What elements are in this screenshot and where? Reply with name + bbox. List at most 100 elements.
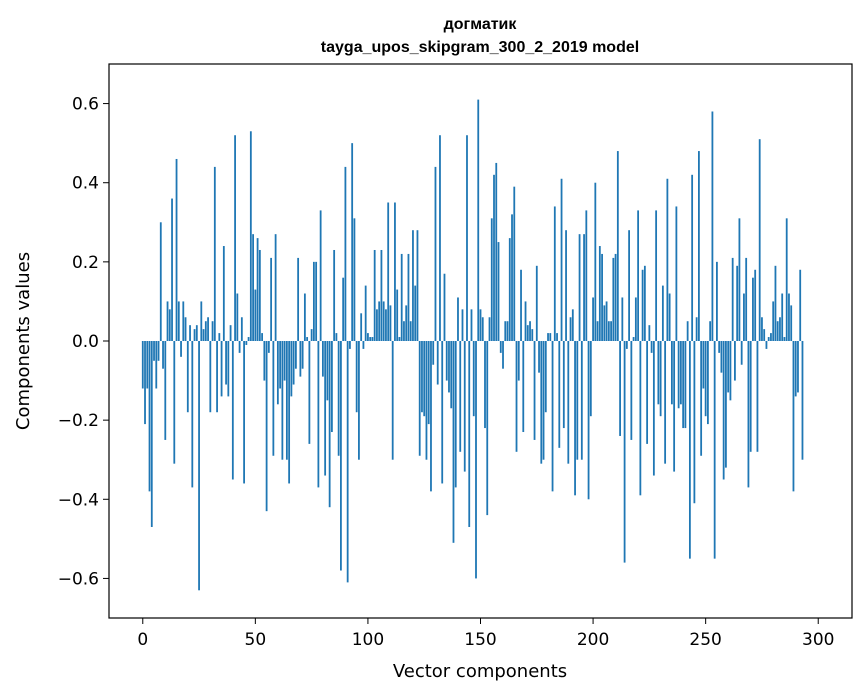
bar [207, 317, 209, 341]
bar [198, 341, 200, 591]
y-tick-label: 0.0 [72, 332, 99, 352]
x-tick-label: 50 [245, 630, 267, 650]
bar [416, 230, 419, 341]
bar [373, 249, 376, 341]
bar [256, 238, 259, 341]
bar [243, 341, 245, 484]
bar [346, 341, 349, 583]
bar [141, 341, 144, 389]
bar [612, 257, 615, 341]
bar [756, 341, 759, 452]
bar [488, 317, 491, 341]
bar [578, 234, 581, 341]
bar [734, 341, 736, 381]
bar [785, 218, 788, 341]
bar [380, 249, 383, 341]
bar [376, 309, 378, 341]
bar [189, 325, 191, 341]
bar [333, 249, 336, 341]
bar [423, 341, 426, 417]
bar [475, 341, 477, 579]
bar [430, 341, 432, 492]
bar [344, 166, 347, 341]
bar [493, 174, 495, 341]
bar [452, 341, 455, 543]
bar [317, 341, 320, 488]
bar [441, 341, 444, 484]
bar [655, 210, 658, 341]
bar [394, 202, 396, 341]
bar [481, 317, 484, 341]
bar [508, 238, 511, 341]
bar [270, 257, 273, 341]
bar [353, 218, 356, 341]
bar [745, 257, 748, 341]
bar [407, 253, 410, 341]
bar [157, 341, 160, 361]
bar [261, 333, 263, 341]
bar [202, 329, 205, 341]
bar [729, 341, 732, 401]
bar [529, 321, 531, 341]
bar [153, 341, 155, 361]
bar [175, 158, 178, 341]
bar [544, 341, 547, 413]
bar [765, 341, 768, 349]
bar [704, 341, 707, 417]
bar [652, 341, 655, 476]
bar [605, 301, 608, 341]
bar [639, 341, 642, 496]
bar [335, 333, 338, 341]
bar [673, 341, 676, 472]
bar [225, 341, 227, 385]
bar [162, 341, 164, 369]
bar [761, 317, 763, 341]
bar [342, 277, 345, 341]
bar [497, 242, 500, 341]
x-tick-label: 0 [137, 630, 148, 650]
bar [790, 305, 793, 341]
bar [425, 341, 428, 460]
bar [166, 301, 169, 341]
bar [736, 265, 739, 341]
y-tick-label: −0.4 [58, 490, 99, 510]
bar [574, 341, 576, 496]
bar [580, 341, 583, 460]
bar [587, 341, 590, 500]
bar [511, 214, 513, 341]
y-tick-label: 0.2 [72, 253, 99, 273]
bar [670, 341, 673, 405]
bar [763, 329, 766, 341]
bar [358, 341, 360, 460]
bar [409, 321, 412, 341]
bar [211, 321, 214, 341]
bar [693, 341, 696, 504]
bar [396, 289, 399, 341]
y-tick-label: −0.2 [58, 411, 99, 431]
bar [418, 341, 421, 456]
bar [405, 305, 408, 341]
bar [387, 202, 390, 341]
bar [238, 341, 241, 353]
bar [274, 234, 277, 341]
y-tick-label: −0.6 [58, 569, 99, 589]
bar [319, 210, 322, 341]
bar [240, 317, 243, 341]
bar [801, 341, 804, 460]
bar [461, 309, 464, 341]
bar [218, 333, 221, 341]
bar [625, 341, 628, 349]
bar [535, 265, 538, 341]
bar [285, 341, 288, 460]
bar [502, 341, 504, 369]
bar [610, 321, 612, 341]
bar [583, 234, 585, 341]
bar [738, 218, 741, 341]
bar [661, 285, 664, 341]
bar [321, 341, 324, 377]
y-axis-ticks: −0.6 −0.4 −0.2 0.0 0.2 0.4 0.6 [58, 95, 109, 589]
bar [565, 230, 567, 341]
bar [709, 321, 712, 341]
bar [668, 293, 671, 341]
bar [360, 313, 363, 341]
